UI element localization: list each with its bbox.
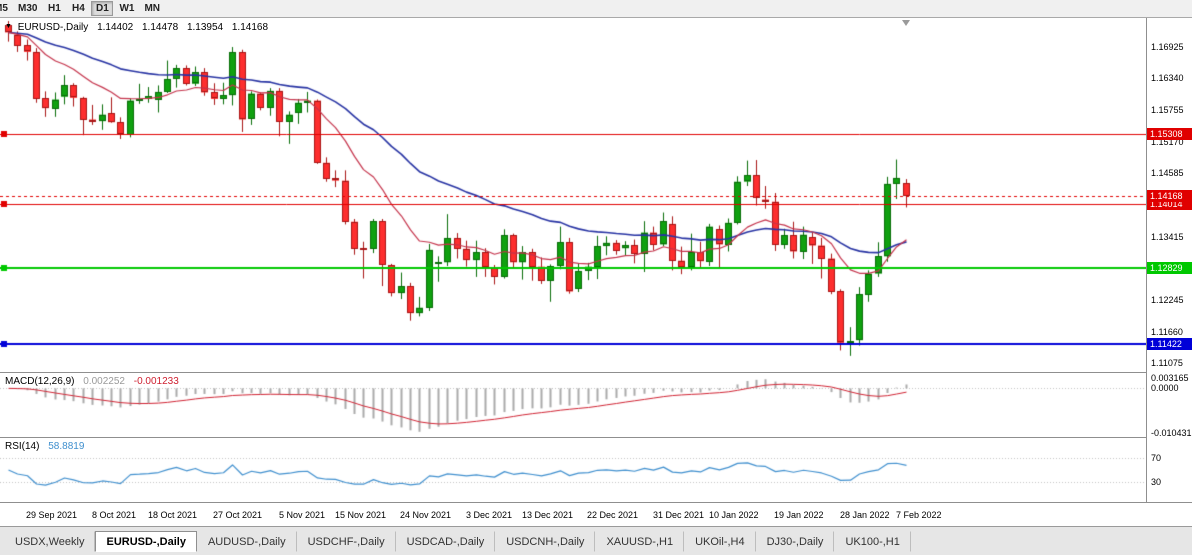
macd-name: MACD(12,26,9)	[5, 376, 75, 387]
date-label: 18 Oct 2021	[148, 510, 198, 520]
chart-tab-usdx-weekly[interactable]: USDX,Weekly	[4, 531, 96, 552]
timeframe-button-h1[interactable]: H1	[43, 1, 65, 16]
chart-tab-audusd-daily[interactable]: AUDUSD-,Daily	[197, 531, 297, 552]
price-tick-label: 1.14585	[1151, 168, 1184, 178]
chart-tabs-bar: USDX,Weekly EURUSD-,Daily AUDUSD-,Daily USD…	[0, 526, 1192, 555]
macd-indicator-label: MACD(12,26,9) 0.002252 -0.001233	[5, 376, 179, 387]
price-tick-label: 1.13415	[1151, 232, 1184, 242]
date-label: 28 Jan 2022	[840, 510, 890, 520]
price-tick-label: 1.15755	[1151, 105, 1184, 115]
date-label: 31 Dec 2021	[653, 510, 705, 520]
date-label: 29 Sep 2021	[26, 510, 78, 520]
chart-title: ▼ EURUSD-,Daily 1.14402 1.14478 1.13954 …	[5, 22, 268, 33]
date-label: 10 Jan 2022	[709, 510, 759, 520]
macd-axis-label: 0.003165	[1151, 373, 1189, 383]
date-label: 7 Feb 2022	[896, 510, 942, 520]
chart-window[interactable]: ▼ EURUSD-,Daily 1.14402 1.14478 1.13954 …	[0, 18, 1192, 526]
pane-divider[interactable]	[0, 502, 1192, 503]
price-tick-label: 1.16925	[1151, 42, 1184, 52]
chart-shift-marker-icon[interactable]	[902, 20, 910, 26]
ohlc-high: 1.14478	[142, 22, 179, 33]
chart-tab-eurusd-daily[interactable]: EURUSD-,Daily	[95, 531, 197, 552]
ohlc-open: 1.14402	[97, 22, 134, 33]
price-level-badge: 1.11422	[1147, 338, 1192, 350]
timeframe-button-d1[interactable]: D1	[91, 1, 114, 16]
price-tick-label: 1.11660	[1151, 327, 1183, 337]
price-tick-label: 1.15170	[1151, 137, 1184, 147]
date-label: 3 Dec 2021	[466, 510, 513, 520]
date-label: 27 Oct 2021	[213, 510, 263, 520]
price-scale[interactable]: 1.169251.163401.157551.151701.145851.140…	[1146, 18, 1192, 502]
date-label: 19 Jan 2022	[774, 510, 824, 520]
timeframe-button-h4[interactable]: H4	[67, 1, 89, 16]
date-label: 13 Dec 2021	[522, 510, 574, 520]
timeframe-button-w1[interactable]: W1	[115, 1, 138, 16]
ohlc-close: 1.14168	[231, 22, 269, 33]
rsi-level-label: 70	[1151, 453, 1162, 463]
date-label: 22 Dec 2021	[587, 510, 639, 520]
price-level-badge: 1.12829	[1147, 262, 1192, 274]
date-label: 15 Nov 2021	[335, 510, 387, 520]
chart-tab-ukoil-h4[interactable]: UKOil-,H4	[684, 531, 756, 552]
chart-tab-usdcnh-daily[interactable]: USDCNH-,Daily	[495, 531, 596, 552]
price-level-badge: 1.15308	[1147, 128, 1192, 140]
timeframe-button-mn[interactable]: MN	[140, 1, 164, 16]
chart-tab-dj30-daily[interactable]: DJ30-,Daily	[756, 531, 835, 552]
chart-symbol-period: EURUSD-,Daily	[17, 22, 89, 33]
price-tick-label: 1.12245	[1151, 295, 1184, 305]
ohlc-low: 1.13954	[186, 22, 224, 33]
chart-tab-usdcad-daily[interactable]: USDCAD-,Daily	[396, 531, 496, 552]
chart-tab-usdchf-daily[interactable]: USDCHF-,Daily	[297, 531, 396, 552]
price-tick-label: 1.11075	[1151, 358, 1183, 368]
timeframe-button-m30[interactable]: M30	[14, 1, 41, 16]
price-tick-label: 1.16340	[1151, 73, 1184, 83]
macd-signal-value: -0.001233	[133, 376, 179, 387]
time-axis[interactable]: 29 Sep 2021 8 Oct 2021 18 Oct 2021 27 Oct 2…	[0, 503, 1146, 526]
rsi-level-label: 30	[1151, 477, 1162, 487]
macd-value: 0.002252	[83, 376, 125, 387]
price-chart-canvas[interactable]	[0, 18, 1146, 502]
pane-divider[interactable]	[0, 437, 1192, 438]
chart-tab-uk100-h1[interactable]: UK100-,H1	[834, 531, 911, 552]
rsi-indicator-label: RSI(14) 58.8819	[5, 441, 84, 452]
date-label: 8 Oct 2021	[92, 510, 137, 520]
date-label: 5 Nov 2021	[279, 510, 326, 520]
current-price-badge: 1.14168	[1147, 190, 1192, 202]
rsi-value: 58.8819	[48, 441, 85, 452]
macd-axis-label: -0.010431	[1151, 428, 1192, 438]
chart-menu-icon: ▼	[5, 23, 12, 30]
chart-tab-xauusd-h1[interactable]: XAUUSD-,H1	[595, 531, 685, 552]
timeframe-button-m5[interactable]: M5	[0, 1, 12, 16]
macd-axis-label: 0.0000	[1151, 383, 1179, 393]
rsi-name: RSI(14)	[5, 441, 40, 452]
timeframes-toolbar: M5M30H1H4D1W1MN	[0, 0, 1192, 18]
pane-divider[interactable]	[0, 372, 1192, 373]
date-label: 24 Nov 2021	[400, 510, 452, 520]
